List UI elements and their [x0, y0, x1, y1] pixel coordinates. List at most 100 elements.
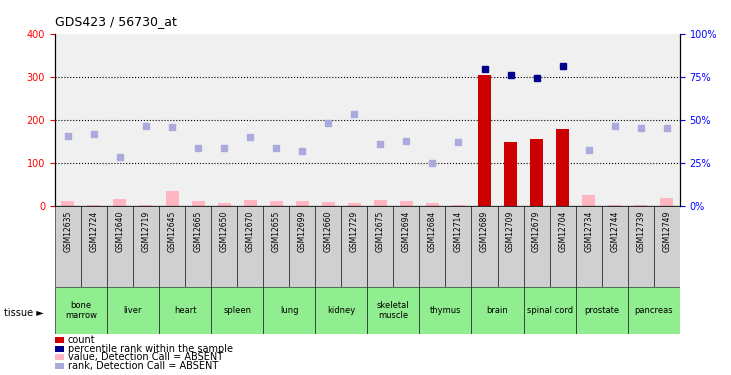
- Bar: [660, 198, 673, 206]
- Bar: [348, 203, 361, 206]
- Bar: [498, 206, 523, 287]
- Bar: [582, 195, 595, 206]
- Text: GSM12645: GSM12645: [167, 210, 176, 252]
- Text: value, Detection Call = ABSENT: value, Detection Call = ABSENT: [68, 352, 223, 362]
- Bar: [445, 206, 471, 287]
- Bar: [523, 206, 550, 287]
- Text: GSM12655: GSM12655: [272, 210, 281, 252]
- Text: GSM12729: GSM12729: [350, 210, 359, 252]
- Text: GSM12679: GSM12679: [532, 210, 541, 252]
- Text: brain: brain: [487, 306, 509, 315]
- Bar: [270, 201, 283, 206]
- Bar: [140, 205, 153, 206]
- Bar: [211, 287, 263, 334]
- Text: GSM12684: GSM12684: [428, 210, 437, 252]
- Bar: [602, 206, 628, 287]
- Bar: [107, 287, 159, 334]
- Bar: [367, 287, 420, 334]
- Text: GSM12675: GSM12675: [376, 210, 385, 252]
- Text: GSM12749: GSM12749: [662, 210, 671, 252]
- Text: GSM12694: GSM12694: [402, 210, 411, 252]
- Bar: [243, 200, 257, 206]
- Bar: [192, 201, 205, 206]
- Bar: [107, 206, 133, 287]
- Bar: [471, 206, 498, 287]
- Text: GSM12724: GSM12724: [89, 210, 99, 252]
- Text: spinal cord: spinal cord: [526, 306, 572, 315]
- Bar: [420, 206, 445, 287]
- Text: GSM12744: GSM12744: [610, 210, 619, 252]
- Bar: [159, 287, 211, 334]
- Bar: [88, 205, 100, 206]
- Text: skeletal
muscle: skeletal muscle: [377, 301, 409, 320]
- Bar: [61, 201, 75, 206]
- Text: tissue ►: tissue ►: [4, 308, 43, 318]
- Text: rank, Detection Call = ABSENT: rank, Detection Call = ABSENT: [68, 361, 219, 371]
- Text: GSM12709: GSM12709: [506, 210, 515, 252]
- Bar: [185, 206, 211, 287]
- Bar: [452, 204, 465, 206]
- Bar: [55, 206, 81, 287]
- Text: GSM12719: GSM12719: [142, 210, 151, 252]
- Bar: [315, 287, 367, 334]
- Bar: [575, 206, 602, 287]
- Bar: [426, 203, 439, 206]
- Bar: [393, 206, 420, 287]
- Bar: [218, 203, 230, 206]
- Text: GSM12704: GSM12704: [558, 210, 567, 252]
- Bar: [635, 204, 647, 206]
- Text: bone
marrow: bone marrow: [65, 301, 97, 320]
- Bar: [55, 287, 107, 334]
- Text: GSM12635: GSM12635: [64, 210, 72, 252]
- Bar: [400, 201, 413, 206]
- Text: GSM12699: GSM12699: [298, 210, 307, 252]
- Text: GSM12665: GSM12665: [194, 210, 202, 252]
- Bar: [628, 206, 654, 287]
- Bar: [263, 287, 315, 334]
- Text: pancreas: pancreas: [635, 306, 673, 315]
- Bar: [523, 287, 575, 334]
- Bar: [159, 206, 185, 287]
- Text: GDS423 / 56730_at: GDS423 / 56730_at: [55, 15, 177, 28]
- Bar: [420, 287, 471, 334]
- Text: percentile rank within the sample: percentile rank within the sample: [68, 344, 233, 354]
- Bar: [322, 202, 335, 206]
- Bar: [133, 206, 159, 287]
- Bar: [341, 206, 367, 287]
- Text: GSM12689: GSM12689: [480, 210, 489, 252]
- Bar: [367, 206, 393, 287]
- Bar: [165, 191, 178, 206]
- Text: spleen: spleen: [223, 306, 251, 315]
- Text: GSM12734: GSM12734: [584, 210, 593, 252]
- Text: lung: lung: [280, 306, 298, 315]
- Bar: [289, 206, 315, 287]
- Text: prostate: prostate: [584, 306, 619, 315]
- Text: GSM12650: GSM12650: [219, 210, 229, 252]
- Text: GSM12640: GSM12640: [115, 210, 124, 252]
- Text: heart: heart: [174, 306, 197, 315]
- Bar: [608, 204, 621, 206]
- Bar: [237, 206, 263, 287]
- Bar: [504, 142, 517, 206]
- Bar: [628, 287, 680, 334]
- Bar: [211, 206, 237, 287]
- Text: GSM12714: GSM12714: [454, 210, 463, 252]
- Bar: [296, 201, 308, 206]
- Bar: [556, 129, 569, 206]
- Bar: [315, 206, 341, 287]
- Text: count: count: [68, 335, 96, 345]
- Bar: [575, 287, 628, 334]
- Bar: [81, 206, 107, 287]
- Bar: [263, 206, 289, 287]
- Text: kidney: kidney: [327, 306, 355, 315]
- Bar: [374, 200, 387, 206]
- Bar: [471, 287, 523, 334]
- Bar: [530, 138, 543, 206]
- Text: GSM12660: GSM12660: [324, 210, 333, 252]
- Bar: [478, 75, 491, 206]
- Bar: [550, 206, 575, 287]
- Bar: [113, 199, 126, 206]
- Text: GSM12670: GSM12670: [246, 210, 254, 252]
- Text: GSM12739: GSM12739: [636, 210, 645, 252]
- Text: liver: liver: [124, 306, 143, 315]
